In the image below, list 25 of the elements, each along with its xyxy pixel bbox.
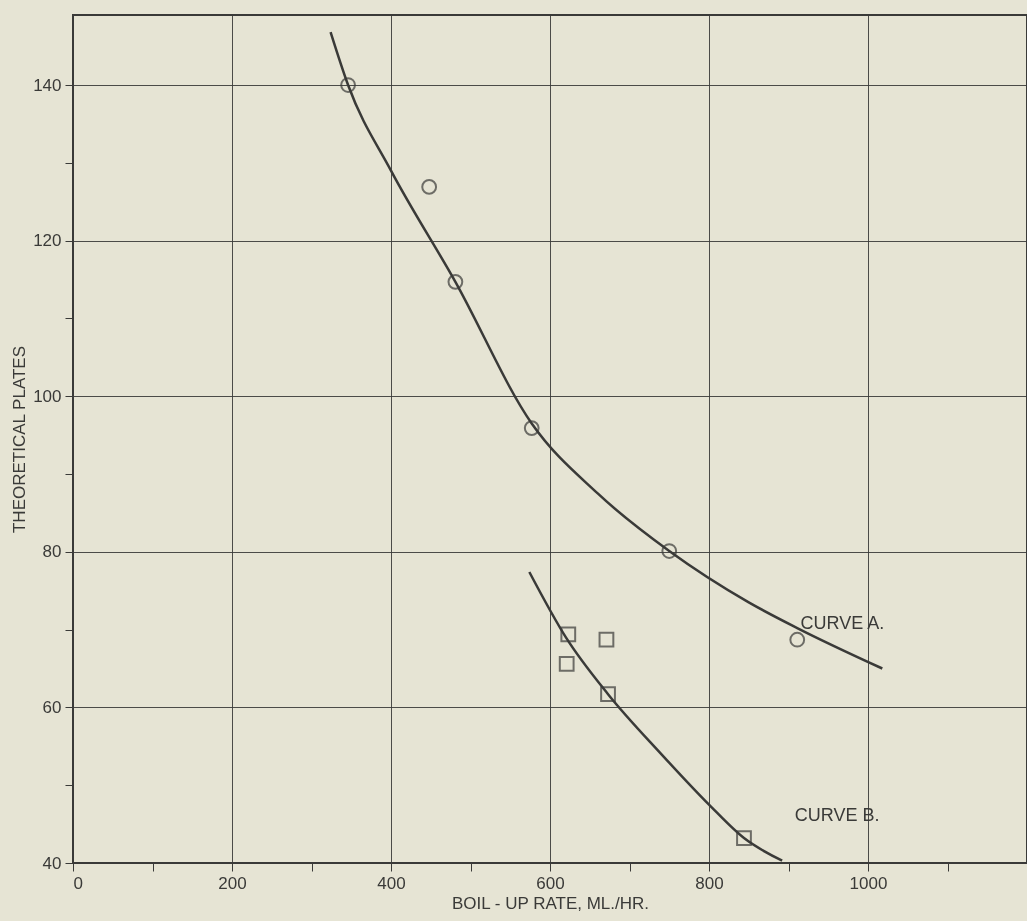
point bbox=[421, 179, 438, 195]
y-tick-label: 60 bbox=[42, 697, 62, 717]
point bbox=[447, 273, 464, 290]
x-tick-label: 200 bbox=[218, 873, 247, 893]
x-axis-title: BOIL - UP RATE, ML./HR. bbox=[451, 893, 650, 913]
x-tick-label: 1000 bbox=[849, 873, 888, 893]
point bbox=[736, 830, 752, 846]
y-axis-title: THEORETICAL PLATES bbox=[10, 345, 30, 534]
y-tick-label: 140 bbox=[33, 75, 62, 95]
point bbox=[661, 543, 678, 559]
point bbox=[600, 686, 616, 703]
x-tick-label: 600 bbox=[536, 873, 565, 893]
point bbox=[340, 77, 356, 93]
point bbox=[560, 626, 577, 643]
y-tick-label: 40 bbox=[42, 853, 62, 873]
x-tick-label: 400 bbox=[377, 873, 406, 893]
point bbox=[598, 631, 615, 648]
point bbox=[523, 420, 540, 436]
x-tick-label: 800 bbox=[695, 873, 724, 893]
y-tick-label: 100 bbox=[33, 386, 62, 406]
x-tick-label: 0 bbox=[73, 873, 83, 893]
y-tick-label: 120 bbox=[33, 231, 62, 251]
point bbox=[558, 655, 575, 672]
y-tick-label: 80 bbox=[42, 542, 62, 562]
point bbox=[789, 631, 806, 648]
